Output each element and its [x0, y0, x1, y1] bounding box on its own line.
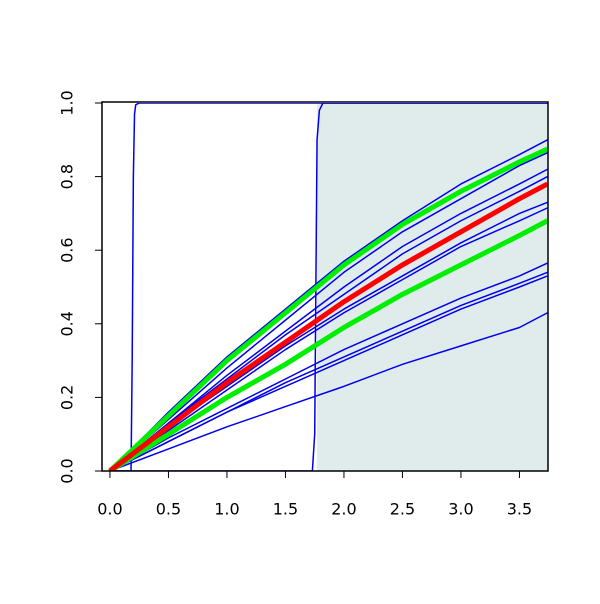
- x-tick-label: 0.5: [156, 500, 181, 519]
- y-tick-label: 0.6: [58, 237, 77, 262]
- curve: [109, 151, 548, 471]
- curve: [109, 262, 548, 471]
- curve: [108, 146, 548, 471]
- x-tick-label: 3.5: [507, 500, 532, 519]
- curve: [108, 218, 548, 471]
- x-tick-label: 2.0: [331, 500, 356, 519]
- curve: [109, 139, 548, 471]
- plot-box: [101, 101, 549, 472]
- y-tick-label: 0.4: [58, 311, 77, 336]
- curve: [109, 312, 548, 471]
- x-tick-label: 1.0: [214, 500, 239, 519]
- y-tick-label: 1.0: [58, 90, 77, 115]
- plot-lines: [108, 103, 548, 471]
- x-tick-label: 3.0: [448, 500, 473, 519]
- y-tick-label: 0.2: [58, 385, 77, 410]
- y-tick-label: 0.8: [58, 164, 77, 189]
- curve: [109, 103, 548, 471]
- x-tick-label: 1.5: [273, 500, 298, 519]
- x-tick-label: 0.0: [97, 500, 122, 519]
- curve: [109, 275, 548, 471]
- curve: [109, 175, 548, 471]
- y-tick-label: 0.0: [58, 458, 77, 483]
- curve: [109, 168, 548, 471]
- curve: [109, 207, 548, 471]
- curve: [108, 181, 548, 471]
- x-tick-label: 2.5: [390, 500, 415, 519]
